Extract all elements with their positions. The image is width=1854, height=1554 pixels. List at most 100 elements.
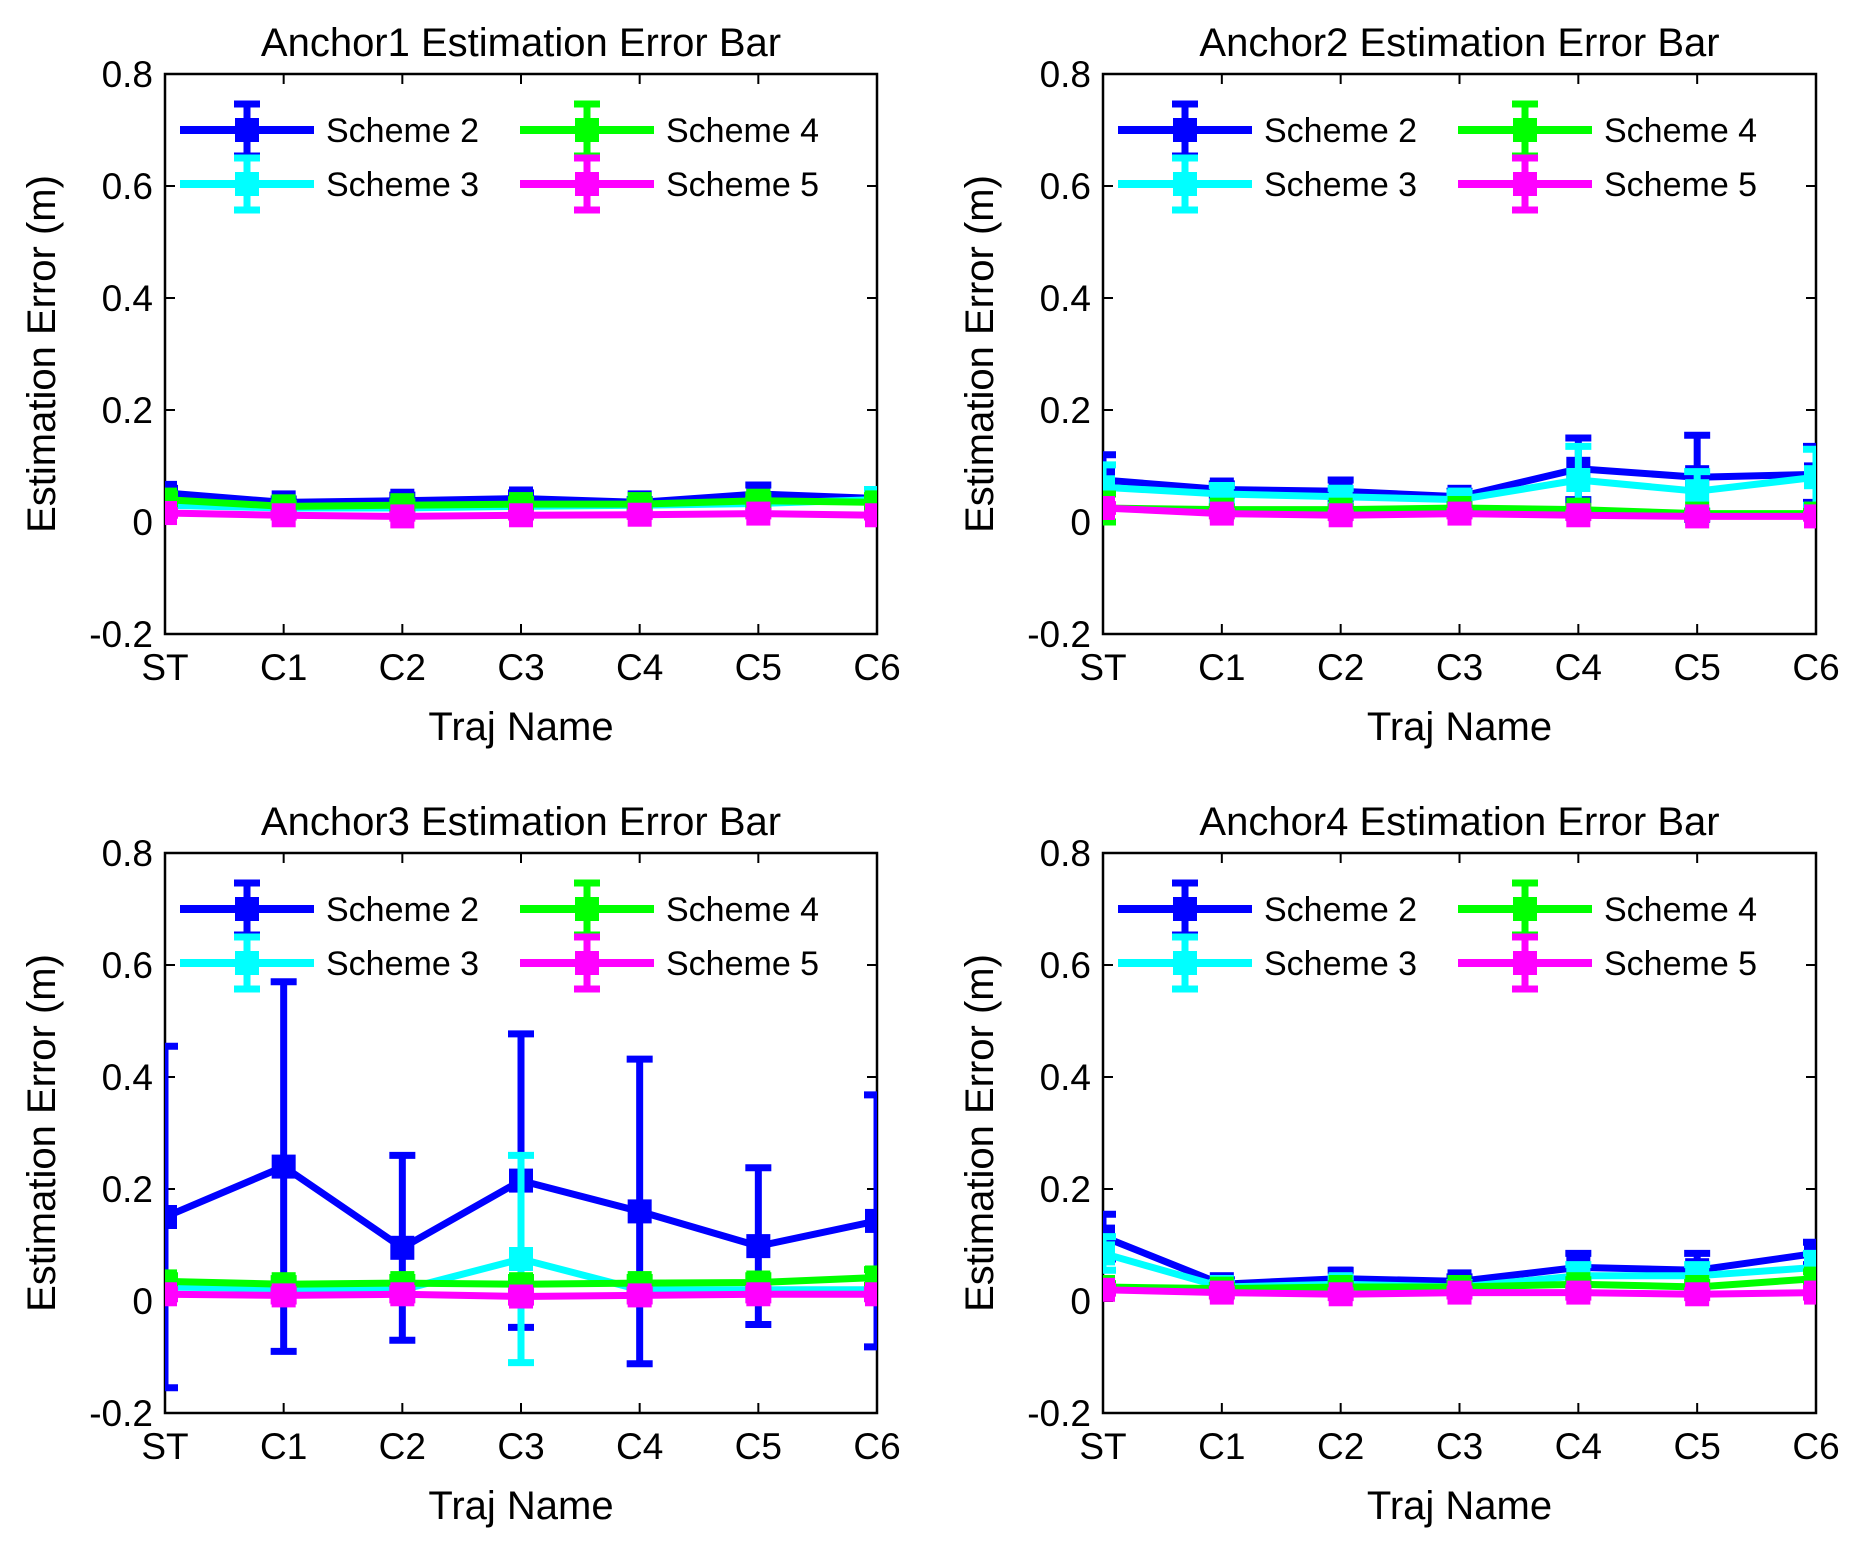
data-point bbox=[390, 1282, 415, 1307]
chart-title: Anchor4 Estimation Error Bar bbox=[1199, 800, 1719, 844]
legend-label: Scheme 5 bbox=[666, 945, 819, 983]
x-tick-label: C5 bbox=[735, 647, 782, 688]
y-tick-label: 0.4 bbox=[102, 1057, 153, 1098]
data-point bbox=[627, 1283, 652, 1308]
legend-item: Scheme 3 bbox=[180, 154, 479, 214]
legend-swatch-marker bbox=[1173, 951, 1197, 975]
chart-title: Anchor3 Estimation Error Bar bbox=[261, 800, 781, 844]
legend-label: Scheme 4 bbox=[1604, 891, 1757, 929]
legend-label: Scheme 5 bbox=[1604, 945, 1757, 983]
data-point bbox=[1447, 501, 1472, 526]
data-point bbox=[1209, 1280, 1234, 1305]
x-tick-label: C1 bbox=[260, 1426, 307, 1467]
data-point bbox=[165, 501, 177, 526]
legend-label: Scheme 5 bbox=[666, 166, 819, 204]
legend-swatch-marker bbox=[1173, 172, 1197, 196]
data-point bbox=[865, 503, 877, 528]
data-point bbox=[271, 1283, 296, 1308]
x-tick-label: ST bbox=[1079, 647, 1126, 688]
y-tick-label: -0.2 bbox=[1027, 1393, 1091, 1434]
series-scheme-5 bbox=[1103, 496, 1816, 529]
legend-item: Scheme 4 bbox=[520, 879, 819, 939]
y-tick-label: 0 bbox=[132, 1281, 153, 1322]
y-tick-label: 0 bbox=[132, 502, 153, 543]
x-tick-label: ST bbox=[141, 1426, 188, 1467]
plot-area bbox=[165, 480, 877, 529]
data-point bbox=[1804, 1280, 1816, 1305]
data-point bbox=[1804, 465, 1816, 490]
chart-title: Anchor2 Estimation Error Bar bbox=[1199, 21, 1719, 65]
x-tick-label: C2 bbox=[1317, 1426, 1364, 1467]
y-tick-label: 0.6 bbox=[1040, 166, 1091, 207]
legend-swatch-marker bbox=[575, 172, 599, 196]
legend-label: Scheme 2 bbox=[326, 891, 479, 929]
y-tick-label: 0.2 bbox=[1040, 1169, 1091, 1210]
data-point bbox=[865, 1282, 877, 1307]
x-tick-label: C5 bbox=[735, 1426, 782, 1467]
data-point bbox=[1103, 1241, 1115, 1266]
y-tick-label: 0 bbox=[1070, 502, 1091, 543]
y-tick-label: 0.8 bbox=[102, 54, 153, 95]
y-tick-label: 0.4 bbox=[102, 278, 153, 319]
x-tick-label: C1 bbox=[1198, 1426, 1245, 1467]
x-tick-label: C5 bbox=[1674, 1426, 1721, 1467]
data-point bbox=[271, 1154, 296, 1179]
plot-area bbox=[1103, 431, 1816, 529]
x-tick-label: C1 bbox=[260, 647, 307, 688]
y-tick-label: 0.4 bbox=[1040, 1057, 1091, 1098]
plot-area bbox=[165, 978, 877, 1392]
data-point bbox=[165, 1282, 177, 1307]
data-point bbox=[1103, 1277, 1115, 1302]
x-tick-label: C4 bbox=[616, 1426, 663, 1467]
legend-swatch-marker bbox=[1513, 118, 1537, 142]
data-point bbox=[509, 1284, 533, 1309]
y-axis-label: Estimation Error (m) bbox=[20, 954, 64, 1312]
legend-swatch-marker bbox=[235, 118, 259, 142]
series-scheme-5 bbox=[1103, 1277, 1816, 1307]
y-tick-label: 0.4 bbox=[1040, 278, 1091, 319]
series-scheme-5 bbox=[165, 501, 877, 529]
legend-swatch-marker bbox=[235, 172, 259, 196]
legend-swatch-marker bbox=[1513, 172, 1537, 196]
data-point bbox=[1103, 496, 1115, 520]
legend-item: Scheme 5 bbox=[1458, 154, 1757, 214]
data-point bbox=[627, 1199, 652, 1224]
subplot-4: Anchor4 Estimation Error Bar -0.2 0 0.2 0.4 0… bbox=[958, 800, 1840, 1528]
chart-title: Anchor1 Estimation Error Bar bbox=[261, 21, 781, 65]
legend-label: Scheme 2 bbox=[1264, 112, 1417, 150]
legend: Scheme 2 Scheme 3 Scheme 4 Scheme 5 bbox=[180, 100, 819, 214]
x-axis-label: Traj Name bbox=[1367, 1484, 1552, 1528]
legend-item: Scheme 3 bbox=[180, 933, 479, 993]
y-tick-label: 0.6 bbox=[1040, 945, 1091, 986]
x-tick-label: C4 bbox=[616, 647, 663, 688]
legend-item: Scheme 2 bbox=[180, 879, 479, 939]
data-point bbox=[509, 503, 533, 528]
data-point bbox=[627, 502, 652, 527]
data-point bbox=[390, 504, 415, 529]
y-tick-label: 0.8 bbox=[1040, 54, 1091, 95]
y-axis-label: Estimation Error (m) bbox=[958, 175, 1002, 533]
data-point bbox=[1685, 1282, 1710, 1307]
x-tick-label: C3 bbox=[1436, 1426, 1483, 1467]
data-point bbox=[746, 1234, 771, 1259]
legend-label: Scheme 2 bbox=[1264, 891, 1417, 929]
series-scheme-5 bbox=[165, 1282, 877, 1309]
legend-item: Scheme 2 bbox=[1118, 879, 1417, 939]
legend-swatch-marker bbox=[235, 951, 259, 975]
subplot-1: Anchor1 Estimation Error Bar -0.2 0 0.2 0.4 0… bbox=[20, 21, 901, 749]
data-point bbox=[1328, 1282, 1353, 1307]
legend-swatch-marker bbox=[1513, 951, 1537, 975]
legend-swatch-marker bbox=[1173, 118, 1197, 142]
legend-item: Scheme 5 bbox=[520, 933, 819, 993]
x-tick-label: C6 bbox=[1792, 647, 1839, 688]
x-axis-label: Traj Name bbox=[428, 1484, 613, 1528]
legend-label: Scheme 5 bbox=[1604, 166, 1757, 204]
legend-swatch-marker bbox=[1513, 897, 1537, 921]
legend-label: Scheme 4 bbox=[1604, 112, 1757, 150]
legend-label: Scheme 4 bbox=[666, 112, 819, 150]
legend-item: Scheme 5 bbox=[520, 154, 819, 214]
legend-label: Scheme 3 bbox=[326, 166, 479, 204]
x-tick-label: C5 bbox=[1674, 647, 1721, 688]
legend-item: Scheme 5 bbox=[1458, 933, 1757, 993]
data-point bbox=[865, 1208, 877, 1233]
